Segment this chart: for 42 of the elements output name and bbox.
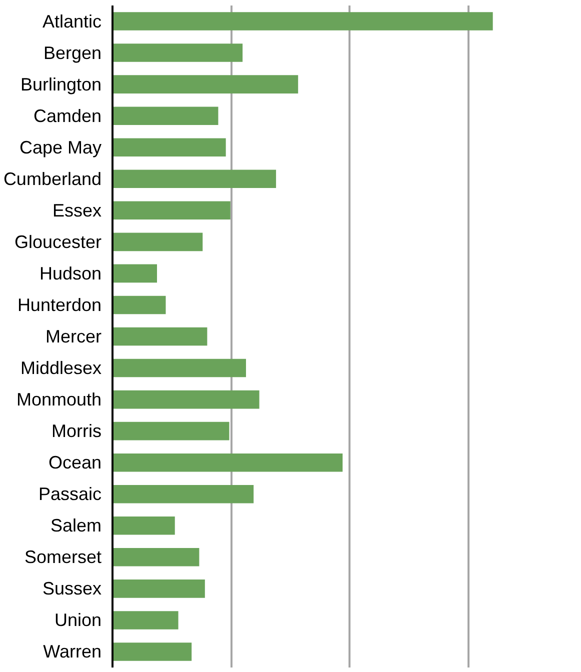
y-tick-label: Sussex bbox=[42, 578, 102, 599]
bar bbox=[112, 264, 157, 283]
bar bbox=[112, 296, 166, 314]
bar bbox=[112, 12, 493, 30]
y-tick-label: Passaic bbox=[38, 484, 102, 504]
y-tick-label: Bergen bbox=[43, 42, 102, 63]
bar bbox=[112, 611, 178, 630]
y-tick-label: Mercer bbox=[45, 326, 102, 346]
y-tick-label: Gloucester bbox=[14, 232, 102, 252]
bar bbox=[112, 170, 276, 188]
y-tick-label: Hunterdon bbox=[17, 294, 102, 315]
bar bbox=[112, 548, 200, 566]
bar bbox=[112, 232, 203, 252]
bar bbox=[112, 580, 205, 598]
y-tick-label: Burlington bbox=[20, 74, 102, 94]
bar bbox=[112, 106, 218, 125]
y-tick-label: Ocean bbox=[48, 452, 102, 473]
bar bbox=[112, 358, 246, 378]
y-tick-label: Middlesex bbox=[20, 358, 102, 378]
bar bbox=[112, 327, 208, 346]
bar bbox=[112, 453, 343, 472]
y-tick-label: Somerset bbox=[24, 547, 102, 568]
bar bbox=[112, 390, 260, 409]
bar bbox=[112, 484, 254, 504]
y-tick-label: Camden bbox=[33, 106, 102, 126]
y-tick-label: Salem bbox=[50, 516, 102, 536]
y-tick-label: Cape May bbox=[19, 137, 102, 158]
bar bbox=[112, 75, 298, 94]
y-tick-label: Essex bbox=[52, 200, 102, 220]
bar bbox=[112, 422, 230, 440]
y-tick-label: Atlantic bbox=[42, 11, 102, 32]
y-tick-label: Morris bbox=[52, 421, 102, 442]
y-tick-label: Cumberland bbox=[3, 168, 102, 189]
bar bbox=[112, 516, 175, 535]
bar bbox=[112, 201, 230, 220]
y-tick-label: Union bbox=[54, 610, 102, 630]
bar bbox=[112, 642, 192, 661]
bar bbox=[112, 44, 243, 62]
y-tick-label: Monmouth bbox=[16, 390, 102, 410]
y-tick-label: Warren bbox=[43, 642, 102, 662]
y-tick-label: Hudson bbox=[39, 263, 102, 284]
bar bbox=[112, 138, 226, 156]
